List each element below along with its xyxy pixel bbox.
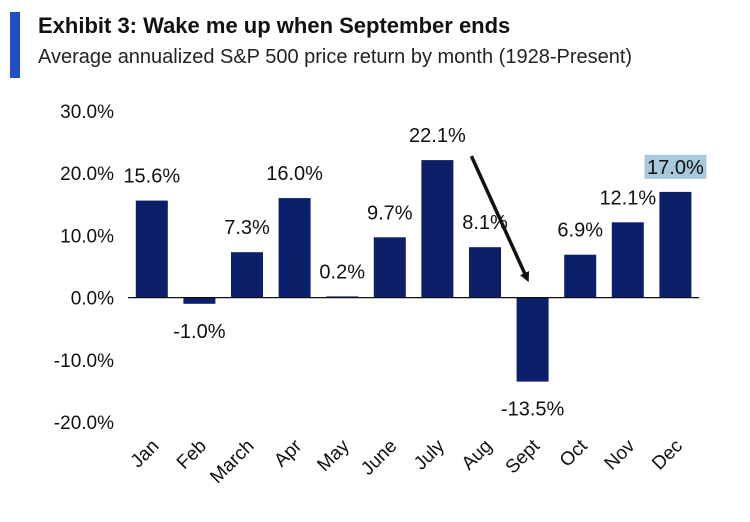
bar-feb	[183, 297, 216, 304]
data-label: 12.1%	[599, 187, 656, 209]
bar-jan	[135, 200, 168, 298]
bar-march	[231, 252, 263, 298]
bar-dec	[659, 191, 692, 298]
y-tick-label: 10.0%	[60, 226, 114, 247]
category-label: Jan	[127, 436, 164, 473]
data-label: 6.9%	[557, 220, 603, 242]
data-label: 8.1%	[462, 212, 508, 234]
chart-subtitle: Average annualized S&P 500 price return …	[38, 46, 633, 68]
data-label-highlight	[644, 154, 707, 179]
data-label: 7.3%	[224, 217, 270, 239]
category-label: Nov	[601, 435, 640, 474]
bar-aug	[469, 247, 501, 298]
data-label: -1.0%	[173, 321, 225, 343]
data-labels-group: 15.6% -1.0% 7.3% 16.0% 0.2% 9.7% 22.1% 8.1% -13.…	[123, 125, 707, 421]
y-tick-label: -20.0%	[54, 413, 114, 434]
bar-apr	[278, 198, 311, 298]
category-label: May	[313, 435, 354, 476]
category-label: Dec	[648, 436, 687, 475]
category-label: July	[410, 435, 449, 474]
category-label: Sept	[502, 435, 545, 478]
y-tick-label: 30.0%	[60, 102, 114, 123]
y-tick-label: 0.0%	[71, 289, 114, 310]
data-label: 16.0%	[266, 163, 323, 185]
bar-sept	[516, 297, 549, 382]
data-label: 9.7%	[367, 202, 413, 224]
data-label: -13.5%	[501, 399, 565, 421]
y-axis-ticks: 30.0% 20.0% 10.0% 0.0% -10.0% -20.0%	[54, 102, 114, 434]
category-label: Apr	[270, 435, 306, 471]
annotation-arrow	[469, 155, 530, 283]
bar-july	[421, 160, 454, 298]
y-tick-label: 20.0%	[60, 164, 114, 185]
bars-group	[135, 160, 692, 382]
category-label: Feb	[173, 436, 211, 474]
chart-title: Exhibit 3: Wake me up when September end…	[38, 13, 511, 38]
bar-oct	[564, 254, 597, 298]
data-label: 17.0%	[647, 157, 704, 179]
bar-june	[373, 237, 406, 298]
y-tick-label: -10.0%	[54, 351, 114, 372]
annotations-group	[469, 155, 530, 283]
data-label: 0.2%	[319, 261, 365, 283]
title-accent-bar	[10, 12, 20, 78]
category-label: Aug	[458, 436, 497, 475]
data-label: 15.6%	[123, 166, 180, 188]
data-label: 22.1%	[409, 125, 466, 147]
category-label: Oct	[556, 435, 592, 471]
category-label: June	[357, 436, 401, 480]
bar-nov	[611, 222, 644, 298]
category-label: March	[206, 436, 258, 488]
